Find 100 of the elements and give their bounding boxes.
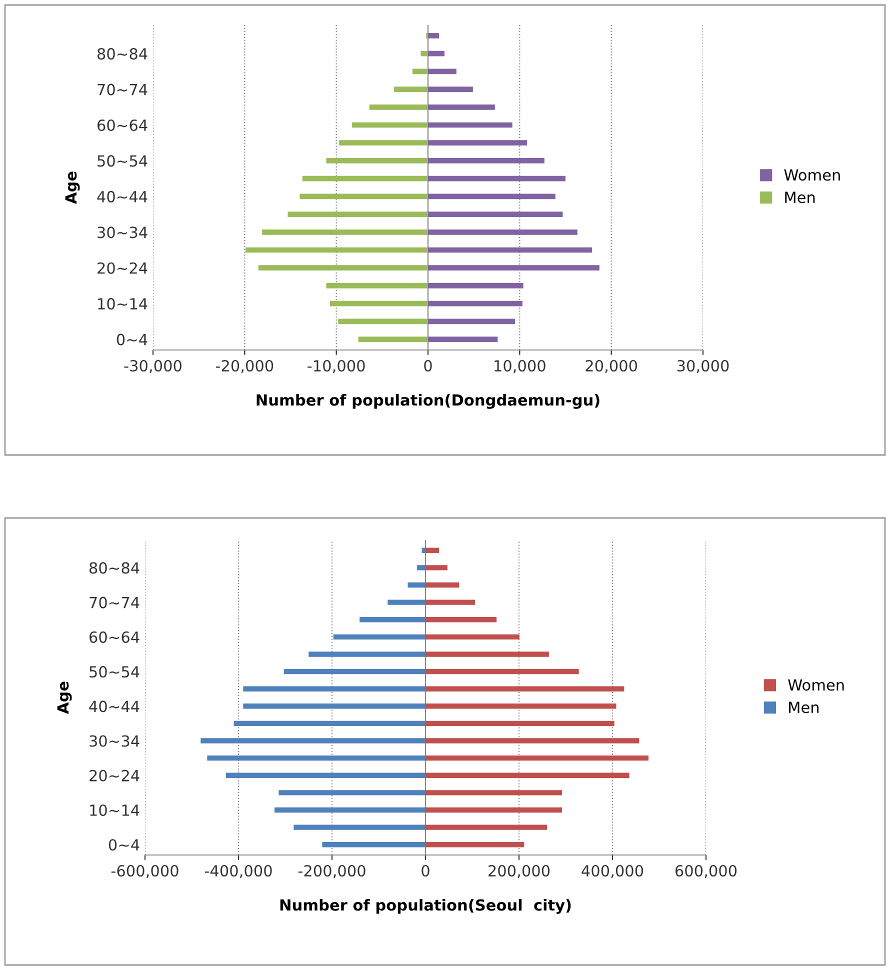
bar [360, 617, 426, 622]
x-tick-label: 400,000 [582, 864, 644, 878]
y-tick-label: 80~84 [89, 562, 140, 574]
bar [420, 50, 428, 56]
bar [426, 668, 579, 674]
y-tick-label: 80~84 [97, 48, 148, 60]
bar [200, 738, 426, 744]
y-tick-label: 50~54 [98, 155, 148, 167]
y-tick-label: 20~24 [90, 770, 140, 782]
bar [428, 86, 473, 92]
bar [284, 668, 426, 674]
x-tick-label: -400,000 [204, 864, 272, 878]
bar [426, 720, 614, 726]
bar [426, 634, 520, 640]
bar [426, 548, 440, 553]
bar [426, 790, 562, 796]
bar [426, 772, 630, 778]
y-tick-label: 30~34 [98, 226, 148, 238]
bar [428, 122, 512, 128]
y-tick-label: 0~4 [108, 839, 140, 851]
bar [426, 824, 548, 830]
bar [426, 755, 648, 761]
bar [428, 283, 524, 288]
bar [294, 824, 426, 830]
legend-label: Men [789, 702, 819, 714]
bar [417, 565, 426, 570]
y-tick-label: 60~64 [98, 119, 148, 132]
bar [246, 247, 428, 253]
bar [426, 738, 640, 744]
y-tick-label: 10~14 [98, 298, 148, 310]
bar [326, 283, 428, 288]
x-tick-label: 20,000 [586, 360, 638, 374]
bar [428, 265, 600, 271]
bar [388, 600, 426, 605]
bar [426, 807, 562, 813]
y-tick-label: 40~44 [97, 190, 148, 202]
bar [428, 140, 527, 146]
bar [226, 772, 426, 778]
bar [426, 652, 549, 657]
bar [428, 104, 495, 110]
bar [422, 548, 426, 553]
bar [426, 704, 616, 709]
bar [369, 104, 428, 110]
y-tick-label: 70~74 [98, 84, 148, 96]
y-tick-label: 30~34 [90, 735, 140, 747]
bar [308, 652, 426, 657]
bar [333, 634, 426, 640]
bar [300, 194, 428, 200]
bar [278, 790, 426, 796]
bar [428, 158, 544, 164]
x-axis-title: Number of population(Seoul city) [280, 898, 571, 914]
bar [394, 86, 428, 92]
y-tick-label: 20~24 [98, 262, 148, 274]
y-tick-label: 50~54 [90, 666, 140, 678]
bar [428, 50, 444, 56]
bar [302, 176, 428, 182]
bar [426, 600, 476, 605]
bar [339, 140, 428, 146]
x-tick-label: 10,000 [494, 360, 546, 374]
y-axis-title: Age [57, 682, 72, 714]
x-tick-label: -30,000 [124, 360, 182, 374]
x-tick-label: -200,000 [298, 864, 366, 878]
bar [428, 247, 592, 253]
bar [428, 194, 556, 200]
bar [326, 158, 428, 164]
legend-label: Men [785, 192, 815, 204]
x-tick-label: 0 [424, 360, 432, 372]
bar [428, 336, 498, 342]
y-tick-label: 10~14 [90, 804, 140, 816]
bar [262, 229, 428, 235]
x-tick-label: 200,000 [488, 864, 550, 878]
bar [234, 720, 426, 726]
bar [207, 755, 426, 761]
bar [412, 68, 428, 74]
bar [330, 300, 428, 306]
bar [243, 704, 426, 709]
bar [426, 582, 460, 588]
y-tick-label: 60~64 [90, 631, 140, 643]
bar [352, 122, 428, 128]
x-tick-label: -20,000 [216, 360, 274, 374]
x-tick-label: -10,000 [308, 360, 365, 374]
bar [338, 318, 428, 324]
bar [322, 842, 426, 848]
legend-label: Women [784, 169, 840, 181]
y-axis-title: Age [65, 172, 80, 204]
bar [274, 807, 426, 813]
bar [428, 318, 516, 324]
bar [258, 265, 428, 271]
x-axis-title: Number of population(Dongdaemun-gu) [256, 394, 600, 409]
bar [428, 212, 563, 217]
y-tick-label: 40~44 [89, 700, 140, 712]
bar [426, 617, 497, 622]
x-tick-label: 30,000 [677, 360, 729, 374]
bar [428, 229, 578, 235]
bar [408, 582, 426, 588]
bar [428, 68, 456, 74]
x-tick-label: -600,000 [111, 864, 178, 878]
bar [426, 686, 624, 692]
y-tick-label: 70~74 [90, 596, 140, 608]
bar [243, 686, 426, 692]
